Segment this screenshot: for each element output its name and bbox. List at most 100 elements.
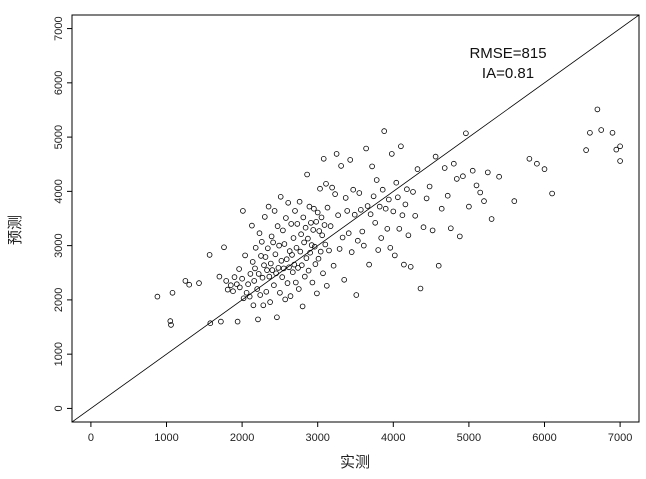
data-point <box>412 213 419 219</box>
data-point <box>417 285 424 292</box>
data-point <box>261 262 267 269</box>
data-point <box>344 208 351 214</box>
data-point <box>410 189 416 195</box>
x-axis-title: 实测 <box>340 453 370 471</box>
data-point <box>228 282 234 289</box>
data-point <box>237 284 243 291</box>
data-point <box>206 252 213 258</box>
data-point <box>281 241 288 247</box>
data-point <box>326 247 332 254</box>
data-point <box>234 281 240 288</box>
data-point <box>245 281 251 288</box>
data-point <box>300 214 307 221</box>
data-point <box>312 261 319 267</box>
data-point <box>254 286 261 292</box>
data-point <box>261 214 268 220</box>
data-point <box>401 261 407 268</box>
data-point <box>292 208 298 214</box>
data-point <box>305 267 312 274</box>
data-point <box>327 223 334 229</box>
data-point <box>423 195 430 202</box>
data-point <box>319 232 326 239</box>
reference-line-1to1 <box>72 15 639 422</box>
data-point <box>484 169 491 176</box>
x-tick-label: 1000 <box>154 432 178 444</box>
data-point <box>262 254 269 260</box>
data-point <box>218 318 224 325</box>
data-point <box>376 203 383 210</box>
data-point <box>298 262 305 269</box>
data-point <box>432 153 439 160</box>
data-point <box>378 235 385 241</box>
data-point <box>385 196 392 203</box>
data-point <box>407 263 414 270</box>
data-point <box>477 189 484 196</box>
data-point <box>549 190 555 197</box>
data-point <box>390 208 397 215</box>
data-point <box>348 249 355 255</box>
data-point <box>357 207 364 213</box>
data-point <box>259 274 266 281</box>
data-point <box>317 185 323 192</box>
data-point <box>336 246 343 252</box>
plot-frame <box>71 14 640 423</box>
data-point <box>381 128 388 134</box>
data-point <box>283 215 289 221</box>
data-point <box>277 289 283 296</box>
data-point <box>306 203 313 210</box>
data-point <box>370 193 377 200</box>
data-point <box>402 201 409 208</box>
data-point <box>286 264 292 271</box>
data-point <box>526 156 533 162</box>
data-point <box>438 205 445 212</box>
data-point <box>350 186 357 193</box>
data-point <box>271 208 278 214</box>
data-point <box>283 256 290 263</box>
data-point <box>273 270 279 277</box>
data-point <box>287 293 294 299</box>
data-point <box>285 200 292 206</box>
data-point <box>280 227 286 234</box>
data-point <box>256 230 263 237</box>
data-point <box>414 166 421 172</box>
data-point <box>345 230 352 237</box>
data-point <box>369 163 375 170</box>
data-point <box>473 182 480 189</box>
data-point <box>310 227 317 233</box>
x-tick-label: 7000 <box>608 432 632 444</box>
data-point <box>224 286 231 293</box>
data-point <box>303 255 310 261</box>
data-point <box>264 245 271 252</box>
data-point <box>366 261 372 268</box>
data-point <box>339 234 346 241</box>
data-point <box>308 242 315 248</box>
data-point <box>247 271 254 277</box>
y-tick-label: 4000 <box>53 179 65 203</box>
annotation-rmse: RMSE=815 <box>469 45 546 62</box>
data-point <box>301 239 307 246</box>
data-point <box>323 181 329 187</box>
data-point <box>347 157 354 163</box>
data-point <box>294 221 301 227</box>
x-tick-label: 0 <box>88 432 94 444</box>
data-point <box>311 205 317 212</box>
data-point <box>299 303 306 310</box>
data-point <box>301 273 308 280</box>
data-point <box>382 205 389 212</box>
y-tick-label: 3000 <box>53 233 65 257</box>
data-point <box>265 203 272 210</box>
data-point <box>278 257 285 264</box>
data-point <box>289 252 295 258</box>
data-point <box>354 237 361 244</box>
data-point <box>263 288 270 295</box>
data-point <box>257 292 264 298</box>
data-point <box>216 273 223 280</box>
data-point <box>320 270 326 277</box>
data-point <box>316 228 323 234</box>
data-point <box>450 160 457 167</box>
data-point <box>249 259 256 265</box>
data-point <box>481 198 487 204</box>
y-tick-label: 2000 <box>53 288 65 312</box>
data-point <box>255 316 261 323</box>
x-tick-label: 2000 <box>230 432 254 444</box>
